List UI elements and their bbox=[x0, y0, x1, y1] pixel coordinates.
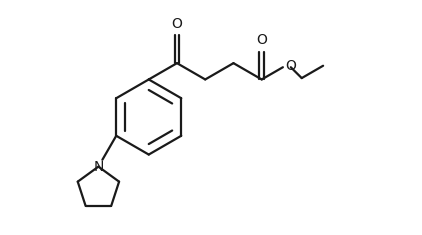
Text: O: O bbox=[256, 33, 267, 47]
Text: N: N bbox=[93, 160, 103, 174]
Text: O: O bbox=[172, 16, 182, 31]
Text: O: O bbox=[285, 59, 296, 73]
